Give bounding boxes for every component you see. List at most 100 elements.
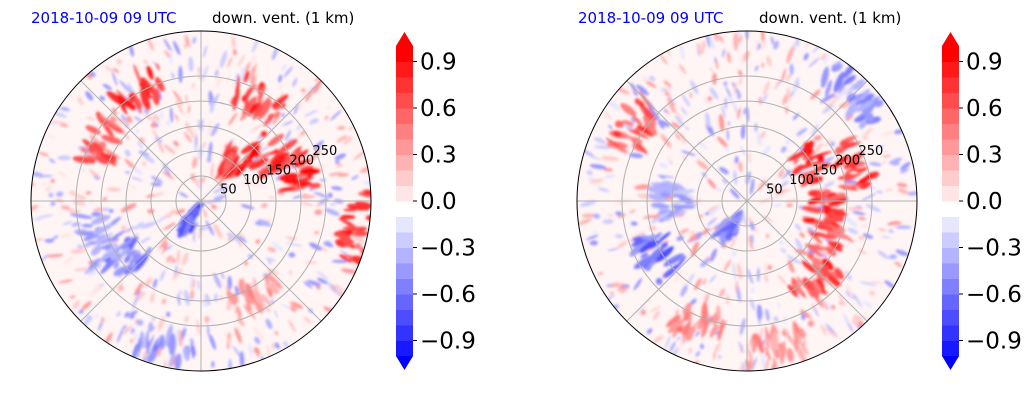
field-speckle bbox=[709, 87, 719, 100]
field-speckle bbox=[336, 135, 348, 143]
field-speckle bbox=[838, 294, 846, 307]
field-speckle bbox=[157, 140, 164, 154]
field-feature-cell bbox=[825, 79, 833, 97]
field-speckle bbox=[78, 309, 84, 314]
field-speckle bbox=[821, 53, 826, 61]
field-feature-cell bbox=[833, 72, 845, 93]
field-speckle bbox=[649, 75, 654, 81]
field-speckle bbox=[670, 122, 681, 129]
field-speckle bbox=[636, 84, 649, 96]
field-speckle bbox=[209, 334, 216, 350]
field-speckle bbox=[120, 225, 127, 230]
field-feature-cell bbox=[136, 319, 144, 326]
field-speckle bbox=[174, 113, 179, 121]
field-speckle bbox=[859, 281, 878, 286]
field-speckle bbox=[336, 162, 343, 168]
field-speckle bbox=[210, 122, 220, 137]
field-speckle bbox=[703, 97, 709, 104]
field-speckle bbox=[144, 114, 154, 122]
colorbar-extend-min bbox=[942, 356, 959, 370]
field-feature-cell bbox=[801, 140, 815, 155]
field-feature-cell bbox=[853, 79, 866, 91]
field-speckle bbox=[210, 99, 215, 114]
field-speckle bbox=[741, 362, 747, 371]
field-feature-cell bbox=[95, 235, 108, 244]
colorbar-segment bbox=[942, 201, 959, 217]
field-feature-cell bbox=[802, 217, 818, 224]
field-feature-cell bbox=[236, 305, 242, 319]
field-speckle bbox=[659, 87, 663, 95]
field-speckle bbox=[679, 63, 687, 75]
colorbar-segment bbox=[942, 108, 959, 124]
field-speckle bbox=[852, 314, 863, 322]
field-feature-cell bbox=[278, 172, 299, 182]
field-speckle bbox=[126, 115, 133, 124]
field-speckle bbox=[329, 109, 342, 121]
field-feature-cell bbox=[688, 326, 696, 334]
field-speckle bbox=[636, 303, 647, 316]
field-feature-cell bbox=[91, 211, 102, 217]
field-feature-cell bbox=[803, 160, 825, 167]
field-feature-cell bbox=[733, 211, 742, 219]
field-speckle bbox=[757, 304, 763, 320]
field-feature-cell bbox=[244, 289, 252, 312]
field-speckle bbox=[173, 90, 184, 105]
field-speckle bbox=[634, 184, 651, 190]
field-speckle bbox=[207, 120, 212, 137]
colorbar-segment bbox=[396, 139, 413, 155]
field-speckle bbox=[629, 152, 644, 159]
field-speckle bbox=[99, 95, 106, 101]
field-speckle bbox=[314, 231, 320, 234]
field-feature-cell bbox=[264, 282, 280, 294]
field-speckle bbox=[597, 272, 604, 276]
field-feature-cell bbox=[343, 208, 357, 212]
field-speckle bbox=[750, 234, 754, 244]
field-speckle bbox=[126, 182, 137, 190]
field-speckle bbox=[129, 44, 134, 57]
field-speckle bbox=[657, 119, 665, 130]
field-speckle bbox=[900, 161, 911, 171]
left-r-label-200: 200 bbox=[289, 154, 314, 169]
field-speckle bbox=[247, 254, 254, 259]
field-feature-cell bbox=[97, 249, 116, 264]
field-feature-cell bbox=[666, 314, 681, 328]
left-colorbar bbox=[396, 32, 417, 370]
field-speckle bbox=[135, 129, 140, 134]
field-speckle bbox=[878, 228, 887, 232]
field-speckle bbox=[252, 62, 257, 79]
field-speckle bbox=[171, 72, 175, 79]
field-speckle bbox=[118, 282, 123, 293]
field-feature-cell bbox=[339, 254, 352, 263]
field-speckle bbox=[589, 240, 598, 246]
field-feature-cell bbox=[190, 337, 195, 347]
field-feature-cell bbox=[782, 330, 787, 337]
field-speckle bbox=[722, 178, 728, 185]
field-speckle bbox=[678, 228, 689, 235]
field-speckle bbox=[579, 200, 597, 207]
field-speckle bbox=[59, 233, 73, 239]
field-speckle bbox=[288, 252, 296, 258]
field-feature-cell bbox=[642, 105, 657, 121]
field-feature-cell bbox=[260, 98, 271, 107]
field-feature-cell bbox=[843, 166, 850, 170]
field-speckle bbox=[161, 298, 167, 305]
field-speckle bbox=[838, 300, 844, 306]
field-speckle bbox=[250, 123, 264, 133]
field-speckle bbox=[251, 39, 259, 53]
field-speckle bbox=[714, 57, 717, 63]
field-feature-cell bbox=[826, 231, 849, 239]
field-feature-cell bbox=[856, 161, 867, 167]
field-speckle bbox=[119, 80, 132, 94]
field-feature-cell bbox=[847, 151, 864, 164]
field-feature-cell bbox=[277, 186, 296, 192]
field-speckle bbox=[268, 196, 275, 199]
field-speckle bbox=[740, 53, 745, 66]
field-speckle bbox=[774, 190, 786, 196]
field-speckle bbox=[586, 170, 593, 176]
field-speckle bbox=[304, 110, 318, 117]
field-speckle bbox=[862, 136, 870, 140]
field-speckle bbox=[619, 286, 628, 294]
field-speckle bbox=[352, 264, 358, 270]
field-speckle bbox=[226, 333, 231, 348]
field-speckle bbox=[847, 206, 864, 212]
